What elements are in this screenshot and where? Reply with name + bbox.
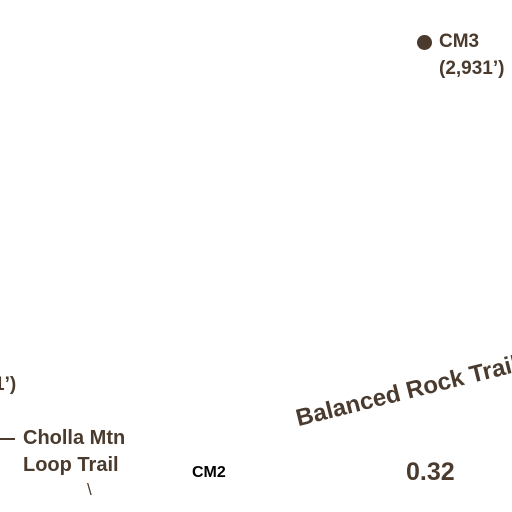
balanced-rock-trail-label: Balanced Rock Trail: [293, 350, 512, 433]
summit-elevation-label: (2,931’): [439, 58, 505, 79]
checkpoint-label: CM2: [192, 464, 226, 481]
edge-elevation-label: 1’): [0, 374, 17, 395]
cholla-trail-connector: \: [87, 480, 92, 499]
cholla-trail-label-line2: Loop Trail: [23, 454, 119, 476]
summit-name-label: CM3: [439, 31, 480, 52]
cholla-trail-leader-line: [0, 438, 15, 440]
cholla-trail-label-line1: Cholla Mtn: [23, 427, 126, 449]
summit-marker-icon[interactable]: [417, 35, 432, 50]
segment-distance-label: 0.32: [406, 458, 455, 486]
